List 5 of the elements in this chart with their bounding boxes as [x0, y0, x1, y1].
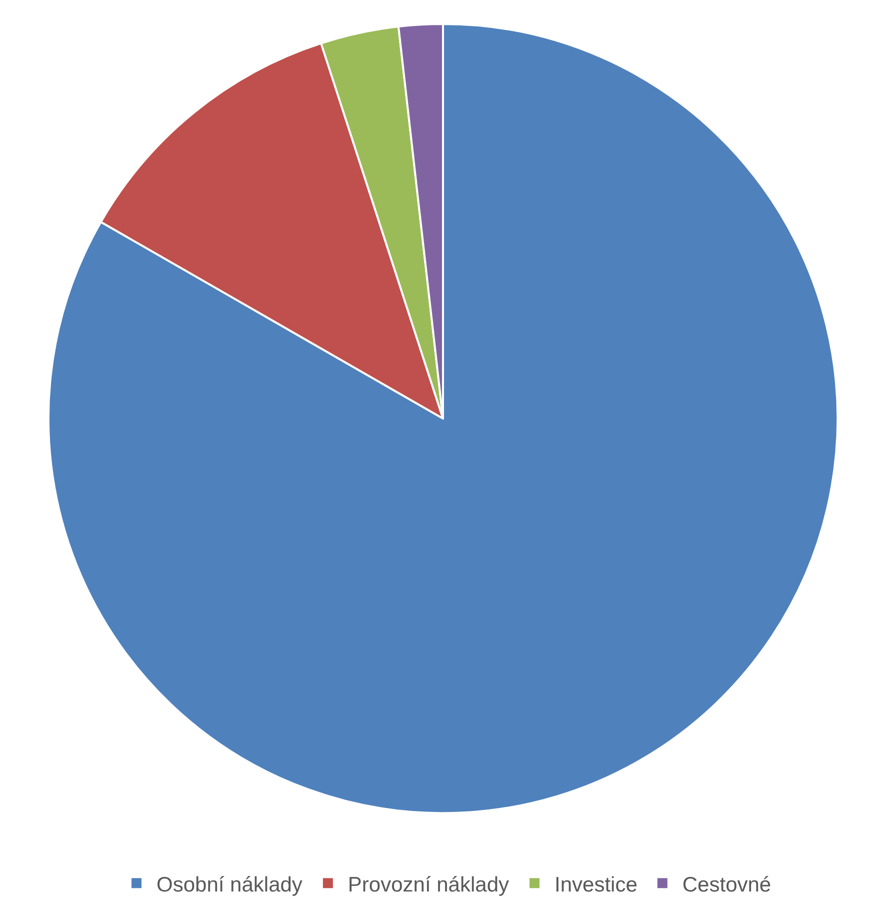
legend-label: Investice	[554, 873, 638, 896]
legend-label: Osobní náklady	[156, 873, 303, 896]
pie-slice	[47, 22, 838, 814]
legend-label: Cestovné	[682, 873, 772, 896]
legend-label: Provozní náklady	[348, 873, 510, 896]
